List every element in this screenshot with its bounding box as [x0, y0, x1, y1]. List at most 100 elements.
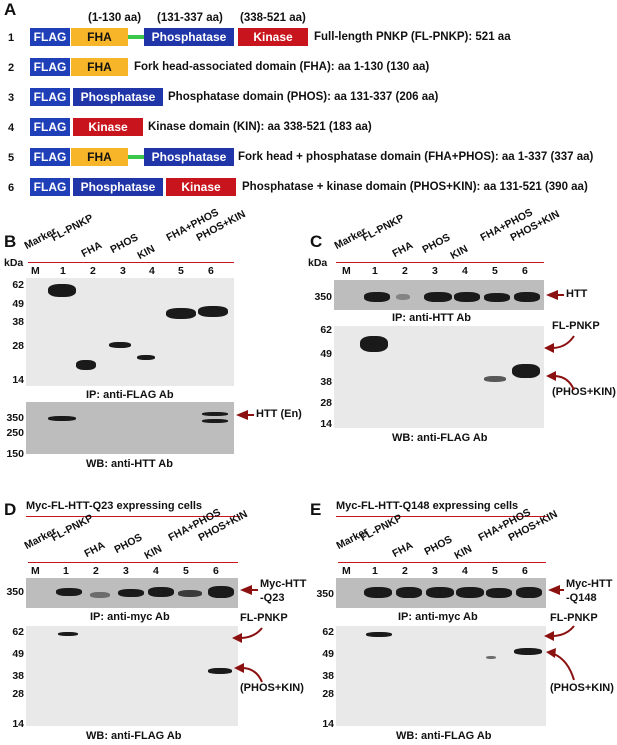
header-line	[338, 562, 546, 563]
myc-htt-label-q: -Q23	[260, 592, 284, 604]
row-description: Phosphatase domain (PHOS): aa 131-337 (2…	[168, 91, 438, 103]
blot-b-top	[26, 278, 234, 386]
mw-marker: 14	[310, 718, 334, 730]
lane-number: 3	[432, 265, 438, 277]
mw-marker: 350	[0, 412, 24, 424]
kinase-box: Kinase	[73, 118, 143, 136]
lane-number: M	[31, 565, 40, 577]
lane-number: 6	[213, 565, 219, 577]
band	[456, 587, 484, 598]
row-number: 6	[8, 182, 14, 194]
band	[424, 292, 452, 302]
phosphatase-box: Phosphatase	[73, 178, 163, 196]
blot-d-top	[26, 578, 238, 608]
band	[516, 587, 542, 598]
band	[486, 656, 496, 659]
curved-arrows-icon	[540, 624, 580, 684]
band	[76, 360, 96, 370]
lane-number: 3	[432, 565, 438, 577]
blot-e-bottom	[336, 626, 546, 726]
myc-htt-label: Myc-HTT	[260, 578, 306, 590]
caption: WB: anti-HTT Ab	[86, 458, 173, 470]
panel-b-letter: B	[4, 232, 16, 252]
phosphatase-box: Phosphatase	[144, 148, 234, 166]
curved-arrows-icon	[540, 334, 580, 394]
mw-marker: 28	[0, 340, 24, 352]
arrow-icon	[246, 414, 254, 416]
fl-pnkp-label: FL-PNKP	[552, 320, 600, 332]
curved-arrows-icon	[228, 626, 268, 686]
lane-number: 5	[178, 265, 184, 277]
row-number: 2	[8, 62, 14, 74]
mw-marker: 350	[0, 586, 24, 598]
row-description: Full-length PNKP (FL-PNKP): 521 aa	[314, 31, 511, 43]
band	[514, 648, 542, 655]
band	[148, 587, 174, 597]
fha-box: FHA	[71, 58, 128, 76]
mw-marker: 28	[308, 397, 332, 409]
band	[484, 376, 506, 382]
row-description: Kinase domain (KIN): aa 338-521 (183 aa)	[148, 121, 372, 133]
blot-e-top	[336, 578, 546, 608]
band	[366, 632, 392, 637]
mw-marker: 14	[0, 374, 24, 386]
flag-box: FLAG	[30, 88, 70, 106]
row-description: Phosphatase + kinase domain (PHOS+KIN): …	[242, 181, 588, 193]
lane-header: KIN	[142, 543, 164, 562]
caption: WB: anti-FLAG Ab	[392, 432, 488, 444]
flag-box: FLAG	[30, 118, 70, 136]
lane-number: 3	[120, 265, 126, 277]
lane-number: 3	[123, 565, 129, 577]
lane-number: M	[31, 265, 40, 277]
band	[514, 292, 540, 302]
lane-header: PHOS	[422, 533, 454, 558]
lane-number: 2	[402, 565, 408, 577]
band	[178, 590, 202, 597]
band	[360, 336, 388, 352]
band	[56, 588, 82, 596]
kinase-box: Kinase	[166, 178, 236, 196]
fha-box: FHA	[71, 28, 128, 46]
lane-number: 6	[522, 565, 528, 577]
band	[202, 412, 228, 416]
blot-c-top	[334, 280, 544, 310]
lane-number: 1	[372, 265, 378, 277]
linker	[128, 35, 144, 39]
lane-number: M	[342, 565, 351, 577]
cell-line-title: Myc-FL-HTT-Q148 expressing cells	[336, 500, 518, 512]
band	[48, 416, 76, 421]
caption: IP: anti-FLAG Ab	[86, 389, 174, 401]
band	[454, 292, 480, 302]
kinase-box: Kinase	[238, 28, 308, 46]
row-number: 4	[8, 122, 14, 134]
caption: IP: anti-myc Ab	[398, 611, 478, 623]
mw-marker: 150	[0, 448, 24, 460]
lane-number: 1	[372, 565, 378, 577]
lane-number: 6	[522, 265, 528, 277]
panel-d-letter: D	[4, 500, 16, 520]
row-description: Fork head-associated domain (FHA): aa 1-…	[134, 61, 429, 73]
lane-header: PHOS	[112, 531, 144, 556]
lane-header: PHOS	[420, 231, 452, 256]
range-fha: (1-130 aa)	[88, 12, 141, 24]
mw-marker: 250	[0, 427, 24, 439]
mw-marker: 62	[310, 626, 334, 638]
mw-marker: 38	[0, 670, 24, 682]
mw-marker: 14	[0, 718, 24, 730]
lane-number: 5	[492, 265, 498, 277]
flag-box: FLAG	[30, 178, 70, 196]
mw-marker: 28	[0, 688, 24, 700]
band	[58, 632, 78, 636]
panel-a-letter: A	[4, 0, 16, 20]
phosphatase-box: Phosphatase	[144, 28, 234, 46]
lane-header: FL-PNKP	[360, 212, 406, 244]
lane-number: 1	[63, 565, 69, 577]
lane-number: 2	[93, 565, 99, 577]
band	[137, 355, 155, 360]
cell-line-title: Myc-FL-HTT-Q23 expressing cells	[26, 500, 202, 512]
header-line	[28, 562, 238, 563]
band	[396, 294, 410, 300]
mw-marker: 38	[308, 376, 332, 388]
band	[396, 587, 422, 598]
myc-htt-label-q: -Q148	[566, 592, 597, 604]
